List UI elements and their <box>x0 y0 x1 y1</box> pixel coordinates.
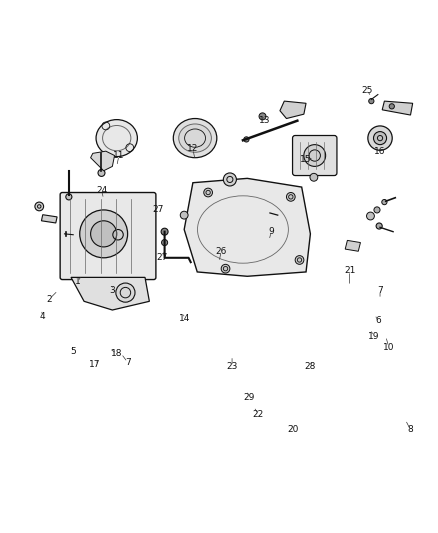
Circle shape <box>376 223 382 229</box>
Circle shape <box>204 188 212 197</box>
Text: 5: 5 <box>71 347 76 356</box>
Text: 4: 4 <box>40 312 46 321</box>
Circle shape <box>161 228 168 235</box>
Text: 6: 6 <box>375 317 381 326</box>
Text: 29: 29 <box>244 393 255 401</box>
Circle shape <box>98 169 105 176</box>
Polygon shape <box>280 101 306 118</box>
Text: 21: 21 <box>344 266 355 276</box>
Circle shape <box>80 210 127 258</box>
Circle shape <box>180 211 188 219</box>
Circle shape <box>295 256 304 264</box>
Text: 20: 20 <box>287 425 299 434</box>
FancyBboxPatch shape <box>293 135 337 175</box>
Circle shape <box>259 113 266 120</box>
Polygon shape <box>345 240 360 251</box>
Ellipse shape <box>173 118 217 158</box>
Text: 16: 16 <box>374 147 386 156</box>
Circle shape <box>369 99 374 104</box>
Text: 15: 15 <box>300 156 312 164</box>
Text: 11: 11 <box>113 151 125 160</box>
Circle shape <box>382 199 387 205</box>
Circle shape <box>286 192 295 201</box>
Text: 12: 12 <box>187 144 198 154</box>
Circle shape <box>368 126 392 150</box>
Circle shape <box>374 132 387 144</box>
Polygon shape <box>382 101 413 115</box>
Text: 22: 22 <box>253 410 264 419</box>
Text: 7: 7 <box>125 358 131 367</box>
Text: 10: 10 <box>383 343 395 352</box>
Text: 17: 17 <box>89 360 101 369</box>
Circle shape <box>162 239 168 246</box>
Circle shape <box>116 283 135 302</box>
Circle shape <box>244 137 249 142</box>
Circle shape <box>221 264 230 273</box>
Polygon shape <box>42 215 57 223</box>
Text: 27: 27 <box>152 205 164 214</box>
Text: 3: 3 <box>110 286 115 295</box>
Text: 19: 19 <box>368 332 379 341</box>
Circle shape <box>374 207 380 213</box>
Ellipse shape <box>179 124 212 152</box>
Text: 13: 13 <box>259 116 270 125</box>
Polygon shape <box>71 277 149 310</box>
Text: 24: 24 <box>96 186 107 195</box>
Text: 1: 1 <box>74 277 81 286</box>
Circle shape <box>389 104 394 109</box>
Text: 28: 28 <box>305 362 316 371</box>
Text: 26: 26 <box>215 247 227 256</box>
Text: 14: 14 <box>179 314 190 323</box>
Circle shape <box>66 194 72 200</box>
Text: 25: 25 <box>361 86 373 95</box>
Text: 7: 7 <box>377 286 383 295</box>
FancyBboxPatch shape <box>60 192 156 279</box>
Ellipse shape <box>96 119 138 157</box>
Circle shape <box>91 221 117 247</box>
Text: 2: 2 <box>46 295 52 304</box>
Circle shape <box>304 144 325 166</box>
Circle shape <box>223 173 237 186</box>
Circle shape <box>35 202 44 211</box>
Text: 9: 9 <box>268 227 274 236</box>
Circle shape <box>367 212 374 220</box>
Text: 27: 27 <box>157 253 168 262</box>
Polygon shape <box>184 179 311 276</box>
Polygon shape <box>91 151 115 171</box>
Text: 23: 23 <box>226 362 238 371</box>
Text: 18: 18 <box>111 349 123 358</box>
Text: 8: 8 <box>408 425 413 434</box>
Circle shape <box>310 173 318 181</box>
